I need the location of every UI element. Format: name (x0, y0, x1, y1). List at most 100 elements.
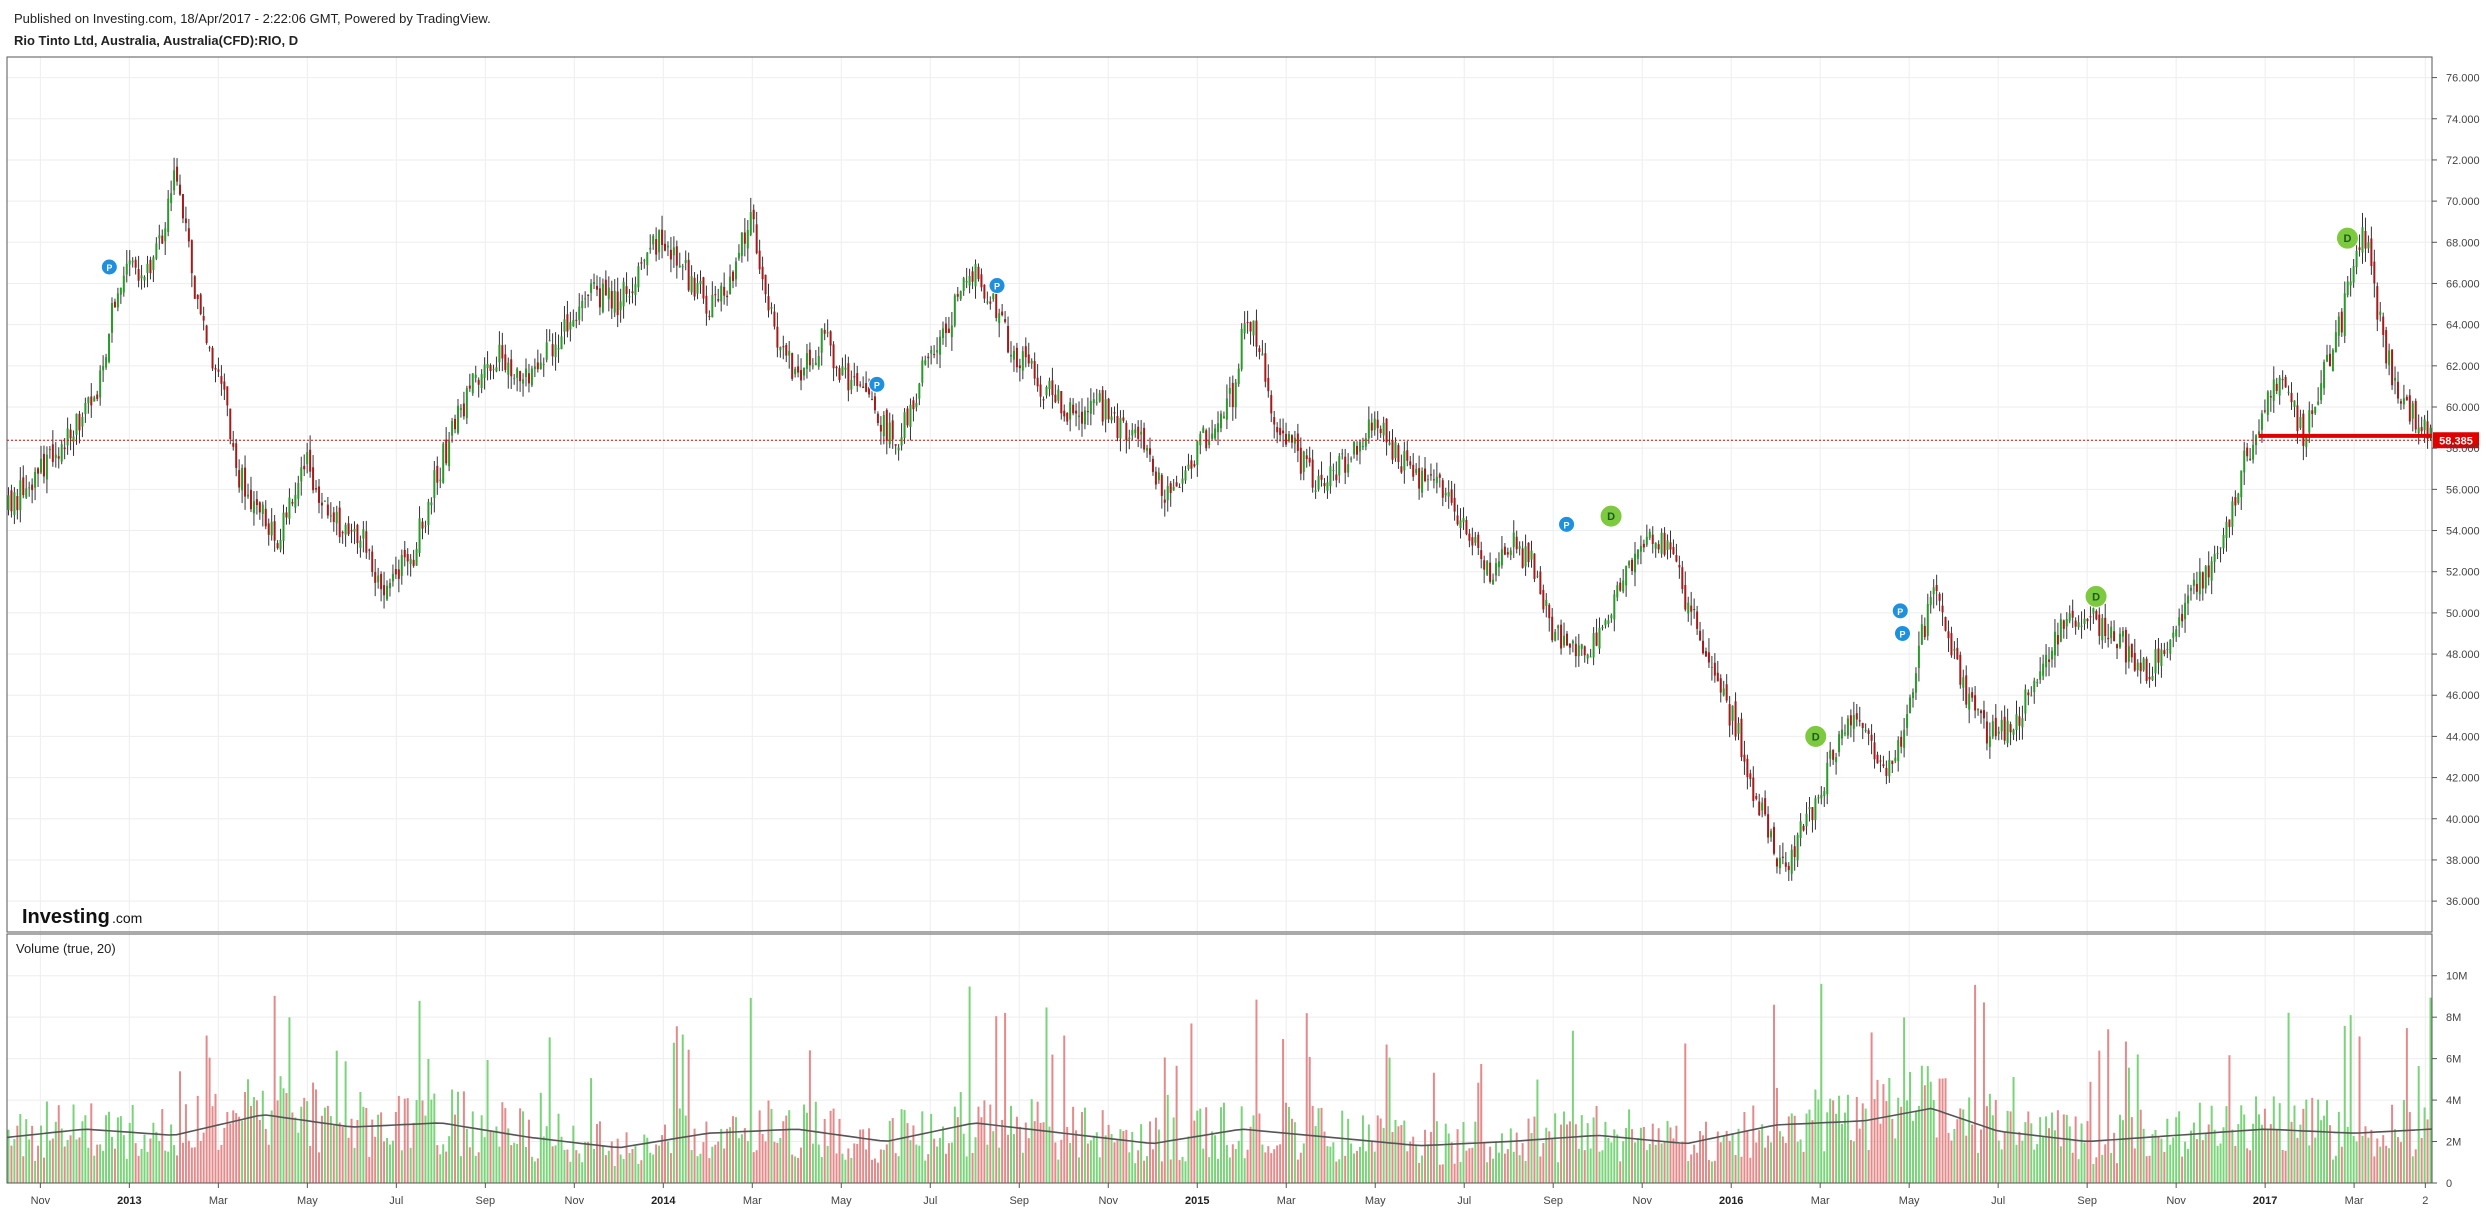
candle-body (16, 496, 19, 511)
volume-bar (590, 1078, 593, 1183)
volume-bar (1568, 1121, 1571, 1183)
candle-body (2178, 617, 2181, 626)
volume-bar (847, 1148, 850, 1183)
volume-bar (1231, 1144, 1234, 1183)
candle-body (1675, 555, 1678, 562)
volume-bar (507, 1128, 510, 1183)
candle-body (1855, 713, 1858, 720)
candle-body (598, 288, 601, 308)
volume-bar (956, 1117, 959, 1183)
volume-bar (684, 1115, 687, 1183)
volume-bar (522, 1111, 525, 1183)
volume-bar (915, 1144, 918, 1183)
candle-body (2284, 376, 2287, 388)
volume-bar (1030, 1099, 1033, 1183)
candle-body (1823, 791, 1826, 797)
candle-body (1841, 729, 1844, 739)
volume-bar (1497, 1152, 1500, 1183)
volume-bar (1855, 1096, 1858, 1183)
candle-body (1376, 419, 1379, 429)
time-tick-label: Jul (923, 1195, 937, 1207)
candle-body (1477, 534, 1480, 548)
candle-body (977, 266, 980, 280)
candle-body (90, 396, 93, 406)
volume-bar (1920, 1065, 1923, 1183)
candle-body (1403, 451, 1406, 471)
candle-body (1914, 673, 1917, 693)
volume-bar (829, 1110, 832, 1183)
volume-bar (439, 1154, 442, 1183)
candle-body (625, 286, 628, 294)
candle-body (1163, 499, 1166, 503)
volume-bar (2388, 1148, 2391, 1183)
candle-body (1326, 482, 1329, 491)
event-badge-label: P (106, 263, 112, 273)
candle-body (1625, 565, 1628, 586)
candle-body (2133, 652, 2136, 671)
volume-bar (270, 1110, 273, 1183)
candle-body (1669, 542, 1672, 550)
candle-body (72, 436, 75, 442)
candle-body (2225, 521, 2228, 539)
volume-bar (1876, 1079, 1879, 1183)
volume-bar (1891, 1118, 1894, 1183)
volume-bar (1066, 1126, 1069, 1183)
volume-bar (1438, 1164, 1441, 1183)
candle-body (2048, 659, 2051, 662)
candle-body (1835, 757, 1838, 763)
volume-bar (637, 1163, 640, 1183)
volume-bar (208, 1057, 211, 1183)
volume-bar (329, 1116, 332, 1183)
volume-bar (84, 1115, 87, 1183)
volume-bar (140, 1148, 143, 1183)
candle-body (1474, 537, 1477, 543)
candle-body (365, 531, 368, 553)
volume-bar (2429, 997, 2432, 1183)
volume-bar (235, 1113, 238, 1183)
volume-tick-label: 4M (2446, 1095, 2461, 1107)
time-tick-label: Mar (209, 1195, 228, 1207)
volume-bar (2210, 1105, 2213, 1183)
candle-body (2119, 633, 2122, 648)
volume-bar (285, 1093, 288, 1183)
candle-body (1696, 611, 1699, 629)
candle-body (2349, 281, 2352, 286)
volume-bar (1793, 1115, 1796, 1183)
candle-body (2328, 353, 2331, 367)
candle-body (2408, 395, 2411, 422)
volume-bar (607, 1150, 610, 1183)
candle-body (1290, 435, 1293, 443)
candle-body (454, 418, 457, 430)
candle-body (439, 479, 442, 481)
volume-bar (1536, 1079, 1539, 1183)
candle-body (788, 350, 791, 356)
volume-bar (2133, 1148, 2136, 1183)
volume-bar (1583, 1150, 1586, 1183)
volume-bar (802, 1104, 805, 1183)
volume-bar (1838, 1095, 1841, 1183)
candle-body (649, 247, 652, 250)
candle-body (323, 500, 326, 502)
candle-body (2394, 377, 2397, 381)
candle-body (356, 524, 359, 544)
volume-bar (353, 1147, 356, 1183)
candle-body (1119, 417, 1122, 439)
volume-bar (217, 1149, 220, 1183)
volume-bar (1829, 1098, 1832, 1183)
volume-bar (226, 1112, 229, 1183)
volume-bar (2050, 1112, 2053, 1183)
candle-body (2405, 396, 2408, 401)
volume-bar (1681, 1141, 1684, 1183)
candle-body (950, 325, 953, 338)
candle-body (1382, 422, 1385, 436)
candle-body (2045, 654, 2048, 668)
candle-body (1524, 546, 1527, 567)
candle-body (2050, 650, 2053, 660)
candle-body (353, 528, 356, 532)
volume-bar (25, 1119, 28, 1183)
candle-body (1317, 475, 1320, 490)
candle-body (244, 467, 247, 497)
candle-body (312, 467, 315, 491)
time-tick-label: May (831, 1195, 852, 1207)
